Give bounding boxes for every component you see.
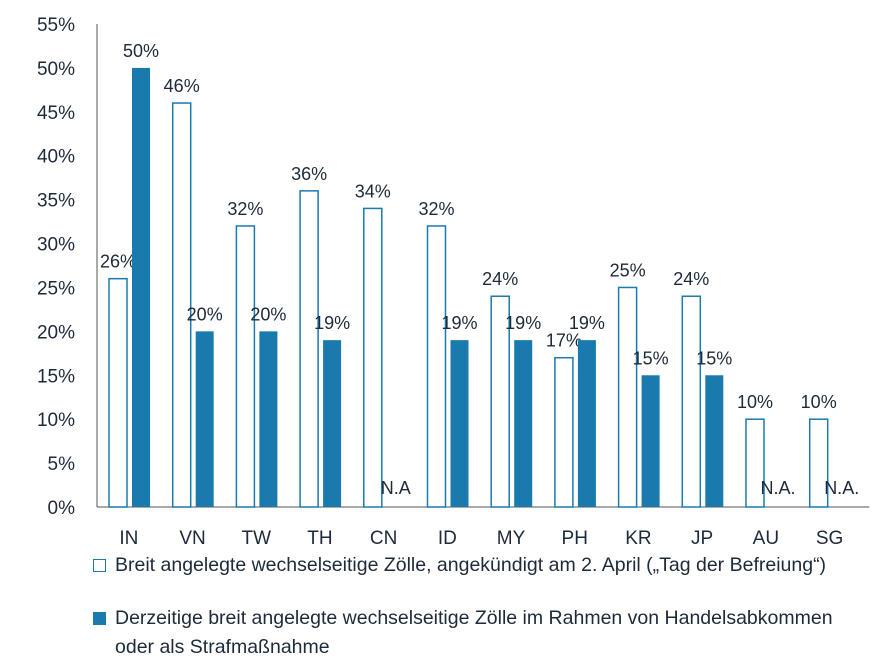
data-label-current: 50%	[123, 41, 159, 61]
bar-announced	[235, 225, 256, 508]
x-tick-label: AU	[753, 528, 779, 545]
data-label-announced: 26%	[100, 252, 136, 272]
legend-label-announced: Breit angelegte wechselseitige Zölle, an…	[115, 554, 827, 576]
bar-announced	[808, 418, 829, 508]
data-label-current: 19%	[505, 313, 541, 333]
y-tick-label: 15%	[37, 366, 75, 387]
x-tick-label: ID	[438, 528, 457, 545]
bar-chart: 0% 5% 10% 15% 20% 25% 30% 35% 40% 45% 50% 55% IN 26% 5…	[37, 15, 870, 545]
x-tick-label: VN	[179, 528, 205, 545]
legend-label-current: Derzeitige breit angelegte wechselseitig…	[115, 607, 833, 658]
data-label-current: 19%	[314, 313, 350, 333]
data-label-announced: 10%	[801, 392, 837, 412]
data-label-announced: 32%	[418, 199, 454, 219]
x-tick-label: MY	[497, 528, 526, 545]
data-label-announced: 10%	[737, 392, 773, 412]
y-tick-label: 20%	[37, 322, 75, 343]
y-tick-label: 40%	[37, 147, 75, 168]
bar-announced	[490, 295, 510, 508]
x-tick-label: CN	[370, 528, 397, 545]
bar-announced	[299, 190, 319, 508]
data-label-announced: 25%	[610, 260, 646, 280]
y-tick-label: 55%	[37, 15, 75, 36]
y-tick-label: 50%	[37, 59, 75, 80]
bar-announced	[554, 356, 574, 508]
legend-swatch-outline	[93, 559, 106, 572]
legend-swatch-filled	[93, 612, 106, 625]
data-label-announced: 36%	[291, 164, 327, 184]
legend-item-current: Derzeitige breit angelegte wechselseitig…	[93, 604, 855, 662]
x-tick-label: TH	[307, 528, 332, 545]
data-label-announced: 32%	[227, 199, 263, 219]
data-label-current: 19%	[441, 313, 477, 333]
bar-announced	[617, 286, 638, 508]
data-label-current: 20%	[187, 304, 223, 324]
data-label-current: 15%	[696, 348, 732, 368]
x-tick-label: IN	[119, 528, 138, 545]
bar-current	[514, 340, 533, 507]
data-label-announced: 17%	[546, 331, 582, 351]
data-label-current: 15%	[633, 348, 669, 368]
bar-announced	[426, 225, 447, 508]
data-label-current-na: N.A.	[760, 478, 795, 498]
bar-current	[577, 340, 596, 507]
x-tick-label: TW	[241, 528, 271, 545]
x-tick-label: KR	[625, 528, 651, 545]
y-tick-label: 5%	[48, 454, 76, 475]
data-label-announced: 34%	[355, 181, 391, 201]
bar-announced	[108, 277, 128, 508]
bar-current	[132, 67, 150, 507]
y-tick-label: 25%	[37, 278, 75, 299]
data-label-current-na: N.A	[381, 478, 411, 498]
data-label-announced: 24%	[482, 269, 518, 289]
data-label-announced: 24%	[673, 269, 709, 289]
data-label-announced: 46%	[164, 76, 200, 96]
bar-announced	[363, 207, 383, 508]
y-tick-label: 10%	[37, 410, 75, 431]
bar-current	[259, 331, 278, 507]
y-tick-label: 30%	[37, 235, 75, 256]
bar-announced	[171, 102, 192, 508]
y-tick-label: 45%	[37, 103, 75, 124]
bar-announced	[681, 295, 702, 508]
legend-item-announced: Breit angelegte wechselseitige Zölle, an…	[93, 551, 855, 580]
bar-current	[450, 340, 469, 507]
bar-announced	[745, 418, 765, 508]
bar-current	[705, 375, 724, 507]
data-label-current: 19%	[569, 313, 605, 333]
y-tick-label: 0%	[48, 498, 76, 519]
bar-current	[641, 375, 660, 507]
data-label-current-na: N.A.	[824, 478, 859, 498]
data-label-current: 20%	[250, 304, 286, 324]
bar-current	[195, 331, 214, 507]
x-tick-label: PH	[562, 528, 588, 545]
x-tick-label: SG	[816, 528, 843, 545]
x-tick-label: JP	[691, 528, 713, 545]
bar-current	[323, 340, 342, 507]
y-tick-label: 35%	[37, 191, 75, 212]
